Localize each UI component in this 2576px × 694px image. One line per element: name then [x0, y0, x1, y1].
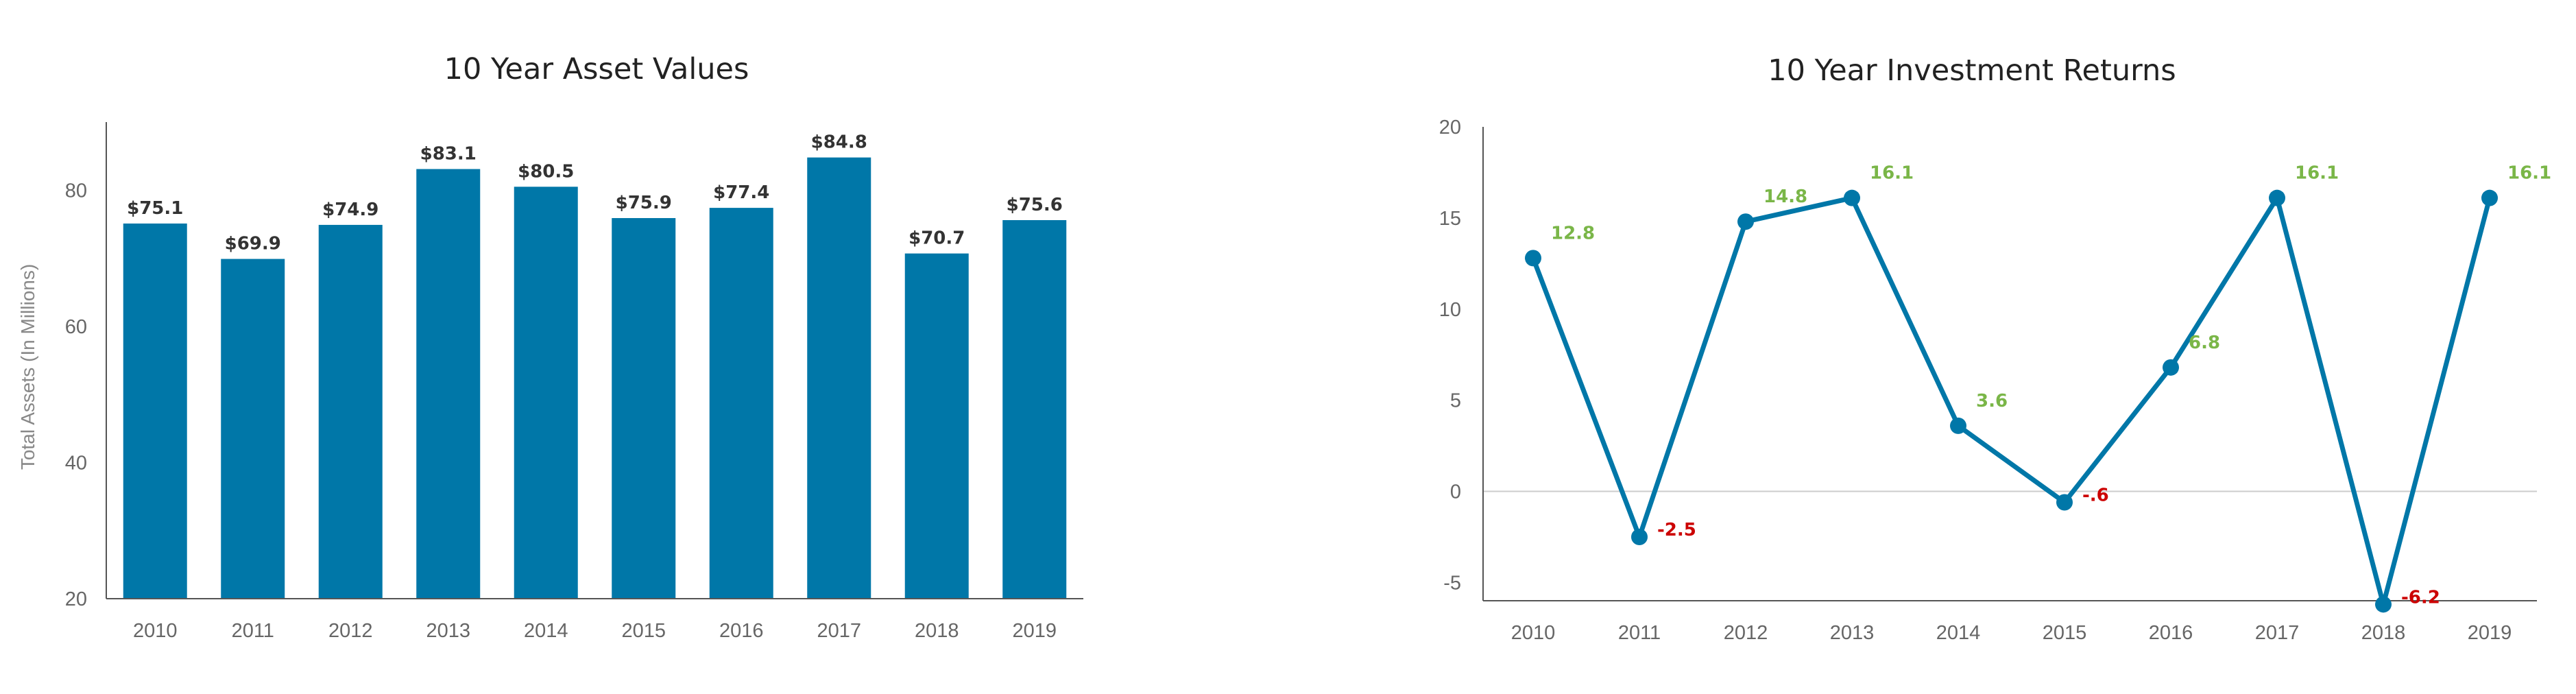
line-chart-x-tick-label: 2014: [1936, 622, 1981, 644]
bar: [416, 169, 481, 599]
bar-data-label: $75.1: [127, 198, 183, 219]
bar-chart-y-axis-label: Total Assets (In Millions): [17, 264, 38, 470]
line-point: [1844, 189, 1860, 206]
line-chart-y-ticks: -5 0 5 10 15 20: [1439, 117, 1461, 594]
line-data-label: 12.8: [1551, 223, 1595, 243]
asset-values-chart: 10 Year Asset Values Total Assets (In Mi…: [17, 52, 1083, 642]
bar: [1002, 219, 1067, 599]
bar-chart-x-tick-label: 2017: [817, 620, 861, 642]
bar: [612, 217, 676, 599]
line-chart-x-tick-label: 2013: [1830, 622, 1875, 644]
line-point: [2375, 596, 2392, 613]
line-chart-x-tick-label: 2010: [1511, 622, 1556, 644]
bar: [514, 187, 578, 599]
bar-chart-x-tick-label: 2019: [1012, 620, 1057, 642]
bar-chart-y-tick-label: 60: [65, 316, 87, 338]
bar-chart-title: 10 Year Asset Values: [444, 52, 749, 86]
line-point: [1631, 528, 1648, 545]
bar-chart-x-tick-label: 2012: [328, 620, 373, 642]
bar-data-label: $70.7: [908, 228, 965, 249]
bar-chart-x-tick-label: 2018: [915, 620, 959, 642]
line-chart-x-tick-label: 2012: [1724, 622, 1768, 644]
line-point: [2056, 494, 2073, 511]
line-point: [1525, 250, 1541, 267]
bar: [904, 253, 969, 599]
bar-data-label: $74.9: [322, 200, 378, 220]
line-chart-y-tick-label: 15: [1439, 208, 1461, 230]
line-chart-series-line: [1530, 195, 2492, 607]
line-chart-y-tick-label: 20: [1439, 117, 1461, 139]
bar-chart-x-tick-label: 2014: [524, 620, 568, 642]
line-data-label: 3.6: [1976, 391, 2008, 411]
line-point: [2481, 189, 2498, 206]
line-point: [1737, 213, 1754, 230]
line-chart-y-tick-label: -5: [1443, 572, 1461, 594]
line-data-label: 16.1: [1870, 163, 1914, 184]
bar-chart-y-tick-label: 80: [65, 180, 87, 202]
line-chart-x-tick-label: 2011: [1618, 622, 1661, 644]
bar: [318, 224, 383, 599]
bar-chart-x-ticks: 2010 2011 2012 2013 2014 2015 2016 2017 2018 2019: [133, 620, 1057, 642]
line-point: [2269, 189, 2285, 206]
bar-chart-y-ticks: 20 40 60 80: [65, 180, 87, 610]
bar-chart-data-labels: $75.1 $69.9 $74.9 $83.1 $80.5 $75.9 $77.4 $84.8…: [127, 132, 1063, 254]
bar-data-label: $75.6: [1007, 195, 1063, 215]
bar-chart-x-tick-label: 2016: [719, 620, 764, 642]
line-point: [1950, 417, 1966, 434]
line-point: [2163, 359, 2179, 376]
bar-chart-x-tick-label: 2011: [232, 620, 274, 642]
line-chart-x-tick-label: 2018: [2361, 622, 2406, 644]
line-data-label: -6.2: [2401, 587, 2440, 608]
bar-data-label: $84.8: [811, 132, 867, 153]
line-data-label: -2.5: [1657, 520, 1696, 540]
bar: [709, 208, 773, 599]
line-chart-points: [1525, 189, 2498, 613]
bar-data-label: $69.9: [225, 234, 281, 254]
line-chart-x-tick-label: 2016: [2149, 622, 2193, 644]
line-chart-y-tick-label: 5: [1450, 390, 1461, 412]
line-data-label: -.6: [2082, 485, 2109, 505]
bar: [123, 223, 187, 599]
line-chart-x-tick-label: 2015: [2043, 622, 2087, 644]
investment-returns-chart: 10 Year Investment Returns -5 0 5 10 15 20 12…: [1439, 53, 2551, 644]
bar-data-label: $83.1: [420, 144, 477, 165]
line-chart-title: 10 Year Investment Returns: [1768, 53, 2176, 88]
line-chart-y-tick-label: 10: [1439, 299, 1461, 321]
line-chart-x-ticks: 2010 2011 2012 2013 2014 2015 2016 2017 2018 2019: [1511, 622, 2512, 644]
line-data-label: 16.1: [2507, 163, 2551, 184]
line-chart-x-tick-label: 2017: [2255, 622, 2300, 644]
line-chart-y-tick-label: 0: [1450, 481, 1461, 503]
bar-chart-x-tick-label: 2013: [426, 620, 470, 642]
bar-chart-y-tick-label: 20: [65, 588, 87, 610]
line-chart-data-labels: 12.8 -2.5 14.8 16.1 3.6 -.6 6.8 16.1 -6.2 16.1: [1551, 163, 2551, 608]
bar-data-label: $77.4: [713, 182, 769, 203]
bar: [221, 259, 285, 599]
bar-data-label: $75.9: [616, 193, 672, 213]
bar-chart-bars: [123, 157, 1067, 599]
line-chart-x-tick-label: 2019: [2468, 622, 2512, 644]
line-data-label: 14.8: [1764, 187, 1807, 207]
bar: [807, 157, 871, 599]
bar-chart-x-tick-label: 2015: [621, 620, 666, 642]
bar-chart-x-tick-label: 2010: [133, 620, 178, 642]
line-data-label: 6.8: [2189, 333, 2220, 353]
bar-data-label: $80.5: [518, 161, 574, 182]
line-data-label: 16.1: [2295, 163, 2339, 184]
bar-chart-y-tick-label: 40: [65, 452, 87, 474]
